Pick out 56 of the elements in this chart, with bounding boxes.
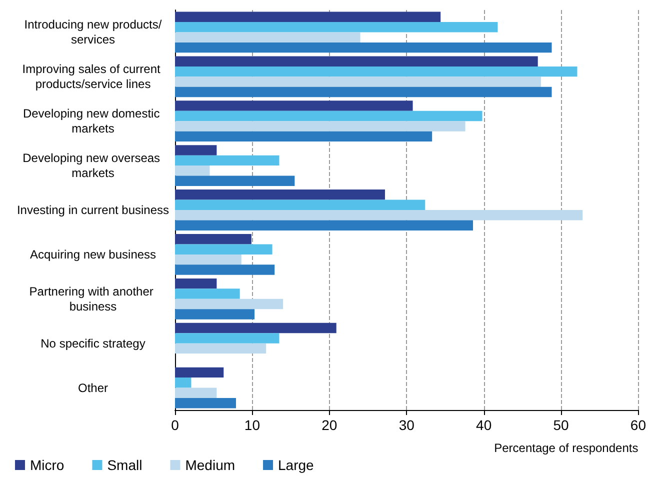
bar: [175, 22, 498, 32]
bar: [175, 322, 336, 334]
bar: [175, 278, 217, 289]
bar: [175, 200, 426, 210]
bar: [175, 254, 242, 265]
bar: [175, 264, 275, 275]
bar: [175, 220, 473, 230]
y-tick-label: Acquiring new business: [30, 247, 156, 262]
legend-label: Large: [278, 457, 314, 473]
bar: [175, 298, 284, 310]
legend-label: Micro: [30, 457, 64, 473]
legend-label: Medium: [185, 457, 236, 473]
bar: [175, 309, 255, 320]
bar: [175, 86, 552, 98]
bar: [175, 388, 217, 398]
x-tick-label: 50: [553, 417, 570, 433]
bar: [175, 32, 360, 42]
y-tick-label: Other: [78, 380, 108, 395]
bar: [175, 210, 583, 220]
bar: [175, 166, 210, 176]
bar: [175, 244, 272, 254]
y-tick-label: Investing in current business: [16, 203, 170, 217]
x-tick-label: 10: [244, 417, 260, 433]
x-tick-label: 40: [476, 417, 492, 433]
y-tick-label: Improving sales of current products/service lines: [22, 62, 164, 92]
bar: [175, 145, 217, 156]
bar: [175, 378, 192, 388]
bar: [175, 100, 413, 111]
x-tick-label: 30: [398, 417, 415, 433]
y-tick-label: Partnering with another business: [29, 284, 157, 314]
bar: [175, 176, 295, 186]
bar: [175, 66, 578, 77]
bar: [175, 121, 466, 132]
x-tick-label: 20: [322, 417, 338, 433]
x-tick-label: 0: [171, 417, 180, 433]
bar: [175, 288, 240, 299]
bar: [175, 398, 236, 408]
bar: [175, 110, 482, 122]
bar: [175, 56, 538, 66]
bar: [175, 12, 441, 22]
y-tick-label: No specific strategy: [40, 336, 146, 350]
bar: [175, 234, 252, 244]
x-axis-title: Percentage of respondents: [494, 441, 638, 455]
y-tick-label: Developing new overseas markets: [22, 151, 164, 180]
bar: [175, 333, 280, 344]
bar: [175, 131, 432, 142]
y-tick-label: Introducing new products/services: [24, 18, 162, 47]
bar: [175, 343, 266, 354]
y-tick-label: Developing new domestic markets: [22, 106, 164, 136]
bar: [175, 367, 224, 378]
legend-label: Small: [107, 457, 142, 473]
x-tick-label: 60: [630, 417, 646, 433]
bar: [175, 42, 552, 53]
bar: [175, 155, 280, 166]
bar: [175, 76, 541, 87]
bar: [175, 190, 385, 200]
